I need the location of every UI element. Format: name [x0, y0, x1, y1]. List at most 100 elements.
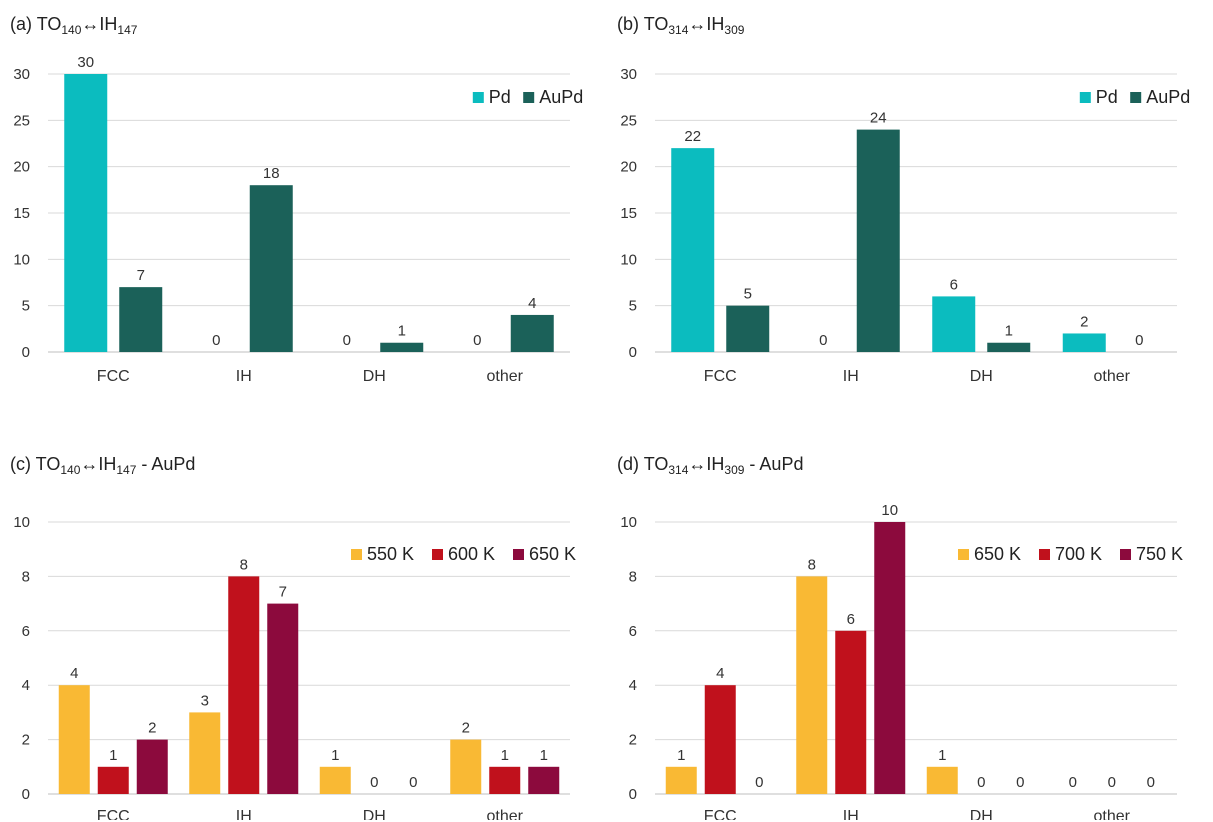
- legend-swatch: [523, 92, 535, 103]
- y-tick-label: 10: [620, 514, 637, 531]
- data-label: 2: [148, 720, 156, 737]
- legend-label: 650 K: [529, 544, 576, 564]
- panel-c: (c) TO140↔IH147 - AuPd 0 2 4 6 8 10 FCC 4 1 2 IH 3 8 7…: [0, 420, 600, 820]
- bar: [97, 766, 129, 794]
- legend-label: 600 K: [448, 544, 495, 564]
- data-label: 7: [279, 584, 287, 601]
- legend-swatch: [1079, 92, 1091, 103]
- category-label: IH: [843, 368, 859, 385]
- legend-swatch: [351, 549, 362, 560]
- legend-label: 550 K: [367, 544, 414, 564]
- data-label: 0: [819, 332, 827, 349]
- bar: [528, 766, 560, 794]
- bar: [665, 766, 697, 794]
- chart-title: (b) TO314↔IH309: [617, 14, 745, 37]
- category-label: FCC: [704, 808, 737, 820]
- data-label: 1: [540, 747, 548, 764]
- data-label: 0: [977, 774, 985, 791]
- y-tick-label: 30: [13, 66, 30, 83]
- data-label: 6: [950, 276, 958, 293]
- y-tick-label: 2: [22, 732, 30, 749]
- panel-a: (a) TO140↔IH147 0 5 10 15 20 25 30 FCC 30 7 IH 0 18 DH…: [0, 0, 600, 400]
- chart-d: (d) TO314↔IH309 - AuPd0246810FCC140IH861…: [617, 454, 1183, 820]
- data-label: 0: [370, 774, 378, 791]
- y-tick-label: 25: [620, 112, 637, 129]
- y-tick-label: 15: [620, 205, 637, 222]
- category-label: DH: [970, 368, 993, 385]
- category-label: DH: [363, 808, 386, 820]
- data-label: 0: [1108, 774, 1116, 791]
- data-label: 1: [109, 747, 117, 764]
- bar: [704, 685, 736, 794]
- bar: [856, 129, 900, 352]
- y-tick-label: 4: [22, 677, 30, 694]
- category-label: FCC: [97, 808, 130, 820]
- panel-b: (b) TO314↔IH309 0 5 10 15 20 25 30 FCC 22 5 IH 0 24 DH…: [607, 0, 1207, 400]
- data-label: 1: [501, 747, 509, 764]
- data-label: 6: [847, 611, 855, 628]
- data-label: 0: [755, 774, 763, 791]
- bar: [64, 74, 108, 352]
- y-tick-label: 2: [629, 732, 637, 749]
- bar: [189, 712, 221, 794]
- legend-swatch: [1130, 92, 1142, 103]
- y-tick-label: 6: [22, 623, 30, 640]
- data-label: 1: [398, 323, 406, 340]
- bar: [119, 287, 163, 352]
- data-label: 4: [70, 665, 78, 682]
- data-label: 18: [263, 165, 280, 182]
- y-tick-label: 20: [13, 159, 30, 176]
- data-label: 0: [473, 332, 481, 349]
- y-tick-label: 5: [629, 298, 637, 315]
- bar: [671, 148, 715, 352]
- legend-label: 750 K: [1136, 544, 1183, 564]
- chart-c: (c) TO140↔IH147 - AuPd0246810FCC412IH387…: [10, 454, 576, 820]
- data-label: 0: [343, 332, 351, 349]
- data-label: 24: [870, 110, 887, 127]
- data-label: 30: [77, 54, 94, 71]
- legend-label: 650 K: [974, 544, 1021, 564]
- y-tick-label: 25: [13, 112, 30, 129]
- legend-swatch: [1039, 549, 1050, 560]
- bar: [726, 305, 770, 352]
- data-label: 1: [331, 747, 339, 764]
- category-label: DH: [363, 368, 386, 385]
- data-label: 4: [528, 295, 536, 312]
- data-label: 0: [1147, 774, 1155, 791]
- y-tick-label: 6: [629, 623, 637, 640]
- data-label: 7: [137, 267, 145, 284]
- y-tick-label: 0: [629, 344, 637, 361]
- data-label: 1: [677, 747, 685, 764]
- legend-swatch: [1120, 549, 1131, 560]
- y-tick-label: 30: [620, 66, 637, 83]
- category-label: IH: [236, 808, 252, 820]
- data-label: 1: [1005, 323, 1013, 340]
- data-label: 0: [1016, 774, 1024, 791]
- category-label: IH: [843, 808, 859, 820]
- y-tick-label: 4: [629, 677, 637, 694]
- bar: [228, 576, 260, 794]
- y-tick-label: 0: [22, 786, 30, 803]
- panel-d: (d) TO314↔IH309 - AuPd 0 2 4 6 8 10 FCC 1 4 0 IH 8 6 1…: [607, 420, 1207, 820]
- data-label: 0: [1135, 332, 1143, 349]
- y-tick-label: 10: [13, 514, 30, 531]
- bar: [932, 296, 976, 352]
- bar: [489, 766, 521, 794]
- bar: [510, 314, 554, 352]
- data-label: 3: [201, 692, 209, 709]
- legend-swatch: [958, 549, 969, 560]
- legend-label: AuPd: [1146, 87, 1190, 107]
- y-tick-label: 5: [22, 298, 30, 315]
- chart-title: (c) TO140↔IH147 - AuPd: [10, 454, 195, 477]
- bar: [319, 766, 351, 794]
- bar: [58, 685, 90, 794]
- chart-a: (a) TO140↔IH147051015202530FCC307IH018DH…: [10, 14, 583, 385]
- data-label: 0: [212, 332, 220, 349]
- bar: [1062, 333, 1106, 352]
- bar: [267, 603, 299, 794]
- legend-label: AuPd: [539, 87, 583, 107]
- legend-label: Pd: [489, 87, 511, 107]
- category-label: DH: [970, 808, 993, 820]
- bar: [136, 739, 168, 794]
- bar: [249, 185, 293, 352]
